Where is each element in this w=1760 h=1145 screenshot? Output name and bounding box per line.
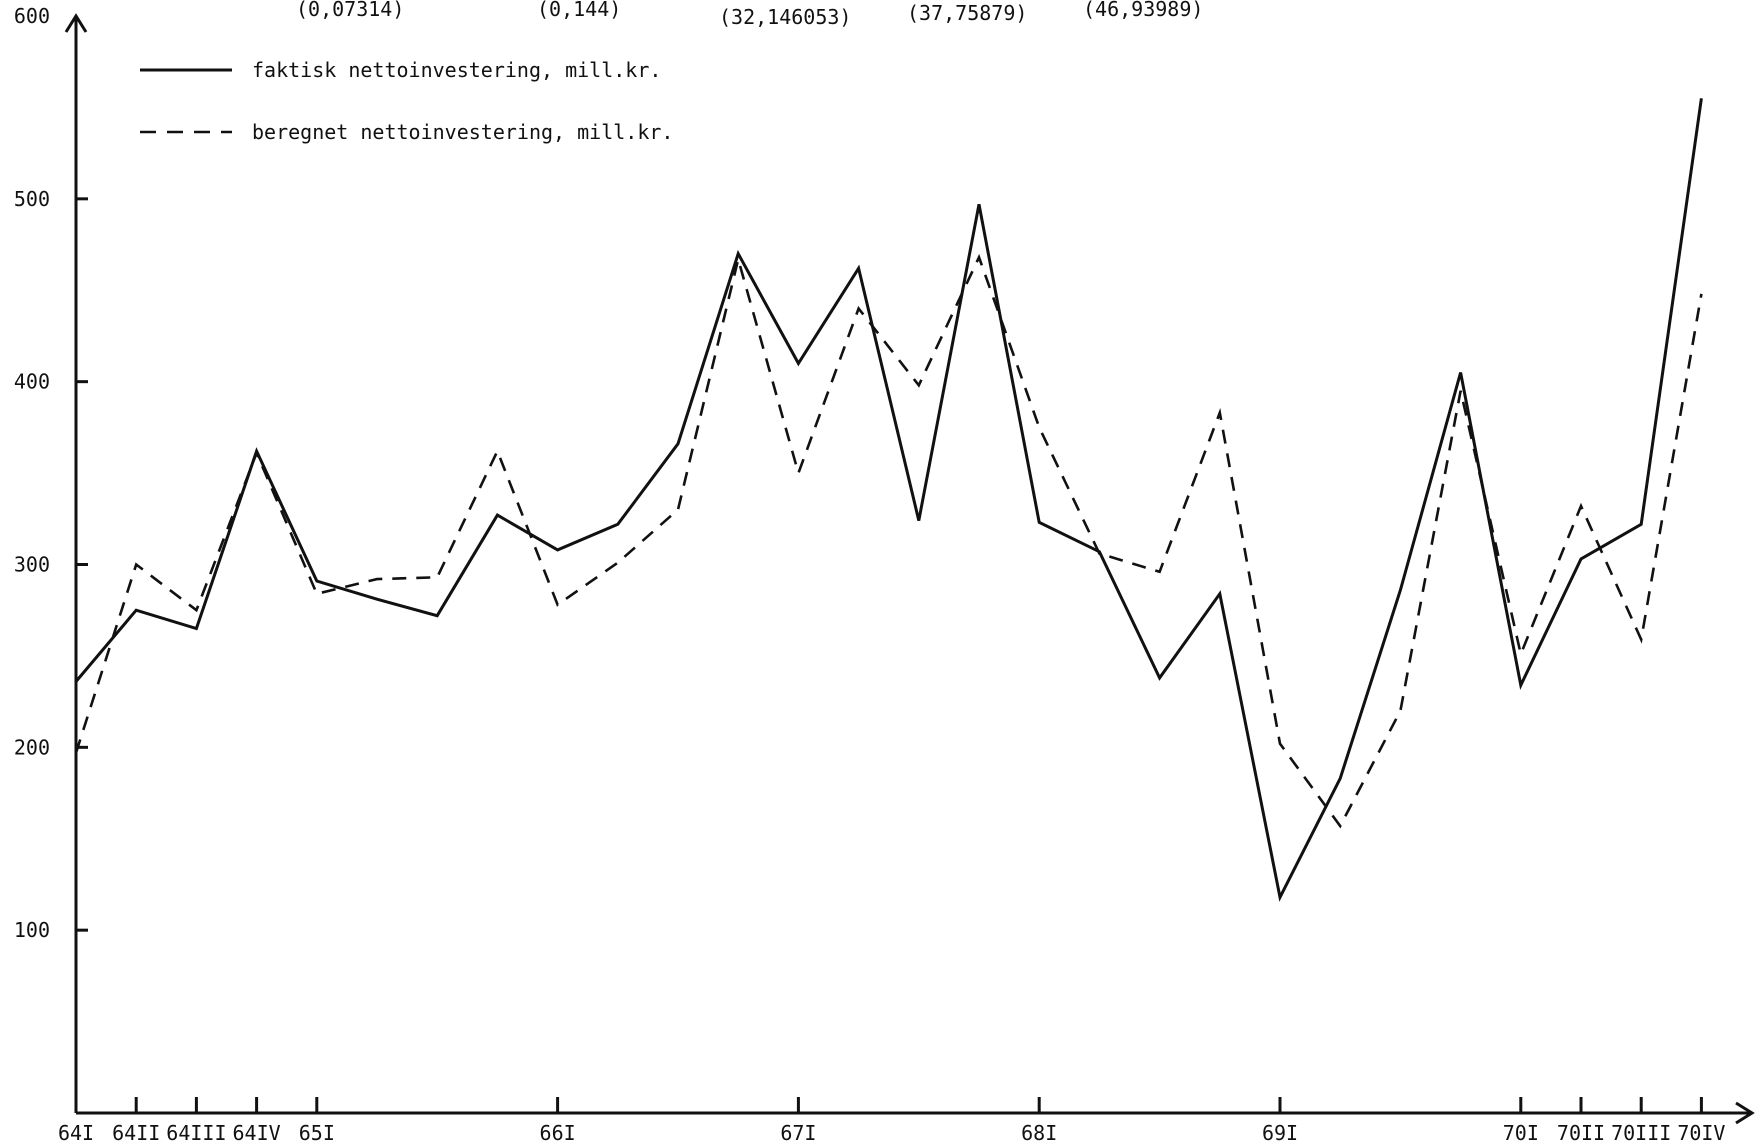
header-fragment-3: (32,146053) — [719, 5, 851, 29]
y-tick-label: 500 — [14, 187, 50, 211]
header-fragment-1: (0,07314) — [296, 0, 404, 21]
y-axis-arrow — [64, 13, 88, 33]
series-line-faktisk — [74, 98, 1703, 902]
header-fragment-4: (37,75879) — [907, 1, 1027, 25]
series-line-beregnet — [74, 253, 1703, 829]
x-tick-label: 66I — [540, 1121, 576, 1145]
x-tick-label: 70II — [1557, 1121, 1605, 1145]
x-tick-label: 64I — [58, 1121, 94, 1145]
series-layer — [74, 98, 1703, 902]
x-tick-label: 67I — [780, 1121, 816, 1145]
x-tick-label: 64IV — [233, 1121, 281, 1145]
x-tick-label: 70IV — [1677, 1121, 1725, 1145]
x-tick-label: 70III — [1611, 1121, 1671, 1145]
x-tick-label: 70I — [1503, 1121, 1539, 1145]
y-ticks: 100 200 300 400 500 600 — [14, 4, 88, 942]
x-tick-label: 69I — [1262, 1121, 1298, 1145]
y-tick-label: 600 — [14, 4, 50, 28]
header-fragments: (0,07314) (0,144) (32,146053) (37,75879)… — [296, 0, 1203, 29]
legend-label-faktisk: faktisk nettoinvestering, mill.kr. — [252, 58, 661, 82]
header-fragment-2: (0,144) — [537, 0, 621, 21]
x-tick-label: 64II — [112, 1121, 160, 1145]
header-fragment-5: (46,93989) — [1083, 0, 1203, 21]
y-tick-label: 400 — [14, 370, 50, 394]
y-tick-label: 100 — [14, 918, 50, 942]
x-axis-arrow — [1735, 1101, 1755, 1125]
x-ticks: 64I 64II 64III 64IV 65I 66I 67I 68I 69I 70I 70II 70… — [58, 1097, 1725, 1145]
legend-label-beregnet: beregnet nettoinvestering, mill.kr. — [252, 120, 673, 144]
legend: faktisk nettoinvestering, mill.kr. bereg… — [140, 58, 673, 144]
x-tick-label: 65I — [299, 1121, 335, 1145]
x-tick-label: 64III — [166, 1121, 226, 1145]
y-tick-label: 200 — [14, 735, 50, 759]
y-tick-label: 300 — [14, 553, 50, 577]
x-tick-label: 68I — [1021, 1121, 1057, 1145]
